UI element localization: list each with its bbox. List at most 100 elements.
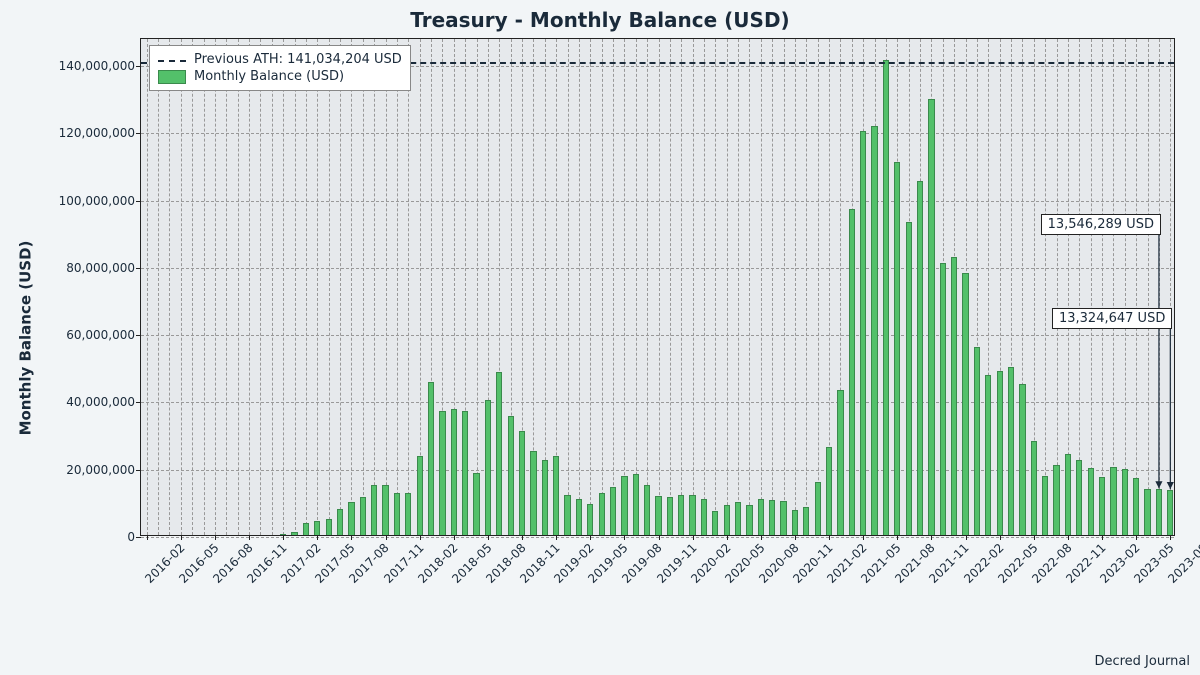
attribution-text: Decred Journal xyxy=(1094,654,1190,669)
x-tick-mark xyxy=(863,535,864,540)
x-tick-mark xyxy=(1136,535,1137,540)
bar xyxy=(678,495,684,535)
gridline-vertical xyxy=(624,39,625,535)
bar xyxy=(655,496,661,535)
gridline-vertical xyxy=(579,39,580,535)
gridline-vertical xyxy=(169,39,170,535)
bar xyxy=(837,390,843,535)
bar xyxy=(576,499,582,535)
y-tick-label: 60,000,000 xyxy=(66,328,135,342)
gridline-vertical xyxy=(351,39,352,535)
gridline-vertical xyxy=(260,39,261,535)
gridline-vertical xyxy=(147,39,148,535)
bar xyxy=(701,499,707,535)
x-tick-mark xyxy=(624,535,625,540)
gridline-vertical xyxy=(295,39,296,535)
x-tick-mark xyxy=(897,535,898,540)
bar xyxy=(451,409,457,535)
gridline-vertical xyxy=(158,39,159,535)
bar xyxy=(667,497,673,535)
x-tick-mark xyxy=(283,535,284,540)
bar xyxy=(485,400,491,535)
gridline-horizontal xyxy=(141,268,1174,269)
bar xyxy=(1133,478,1139,535)
gridline-vertical xyxy=(1113,39,1114,535)
bar xyxy=(473,473,479,535)
gridline-vertical xyxy=(181,39,182,535)
y-tick-label: 80,000,000 xyxy=(66,261,135,275)
bar xyxy=(1099,477,1105,535)
x-tick-mark xyxy=(351,535,352,540)
bar xyxy=(1065,454,1071,535)
bar xyxy=(508,416,514,535)
bar xyxy=(394,493,400,535)
gridline-vertical xyxy=(397,39,398,535)
gridline-vertical xyxy=(749,39,750,535)
gridline-vertical xyxy=(226,39,227,535)
gridline-vertical xyxy=(317,39,318,535)
x-tick-mark xyxy=(522,535,523,540)
gridline-vertical xyxy=(761,39,762,535)
legend-swatch-box xyxy=(158,70,186,84)
gridline-horizontal xyxy=(141,201,1174,202)
bar xyxy=(1053,465,1059,535)
x-tick-mark xyxy=(829,535,830,540)
bar xyxy=(337,509,343,535)
x-tick-mark xyxy=(966,535,967,540)
legend-label: Previous ATH: 141,034,204 USD xyxy=(194,52,402,67)
x-tick-mark xyxy=(1000,535,1001,540)
x-tick-mark xyxy=(727,535,728,540)
gridline-vertical xyxy=(1057,39,1058,535)
legend-item: Monthly Balance (USD) xyxy=(158,69,402,84)
bar xyxy=(906,222,912,535)
gridline-vertical xyxy=(693,39,694,535)
bar xyxy=(553,456,559,535)
gridline-vertical xyxy=(1148,39,1149,535)
gridline-vertical xyxy=(1136,39,1137,535)
bar xyxy=(928,99,934,535)
bar xyxy=(1122,469,1128,535)
x-tick-mark xyxy=(317,535,318,540)
gridline-vertical xyxy=(1125,39,1126,535)
bar xyxy=(940,263,946,535)
bar xyxy=(382,485,388,535)
bar xyxy=(564,495,570,535)
bar xyxy=(633,474,639,535)
bar xyxy=(496,372,502,535)
gridline-vertical xyxy=(738,39,739,535)
bar xyxy=(689,495,695,535)
x-tick-mark xyxy=(931,535,932,540)
gridline-vertical xyxy=(1102,39,1103,535)
gridline-vertical xyxy=(204,39,205,535)
gridline-vertical xyxy=(772,39,773,535)
bar xyxy=(291,532,297,535)
gridline-vertical xyxy=(215,39,216,535)
gridline-horizontal xyxy=(141,537,1174,538)
bar xyxy=(758,499,764,535)
bar xyxy=(439,411,445,536)
y-tick-label: 0 xyxy=(127,530,135,544)
gridline-vertical xyxy=(329,39,330,535)
y-tick-mark xyxy=(136,66,141,67)
gridline-vertical xyxy=(238,39,239,535)
gridline-vertical xyxy=(1045,39,1046,535)
bar xyxy=(530,451,536,535)
gridline-vertical xyxy=(1170,39,1171,535)
gridline-vertical xyxy=(568,39,569,535)
gridline-vertical xyxy=(374,39,375,535)
bar xyxy=(815,482,821,535)
x-tick-mark xyxy=(761,535,762,540)
gridline-vertical xyxy=(306,39,307,535)
bar xyxy=(1144,489,1150,535)
y-tick-mark xyxy=(136,537,141,538)
gridline-vertical xyxy=(602,39,603,535)
gridline-vertical xyxy=(249,39,250,535)
bar xyxy=(974,347,980,535)
gridline-vertical xyxy=(806,39,807,535)
gridline-vertical xyxy=(727,39,728,535)
bar xyxy=(303,523,309,535)
gridline-vertical xyxy=(670,39,671,535)
bar xyxy=(746,505,752,535)
annotation-label: 13,546,289 USD xyxy=(1041,214,1161,235)
gridline-vertical xyxy=(363,39,364,535)
